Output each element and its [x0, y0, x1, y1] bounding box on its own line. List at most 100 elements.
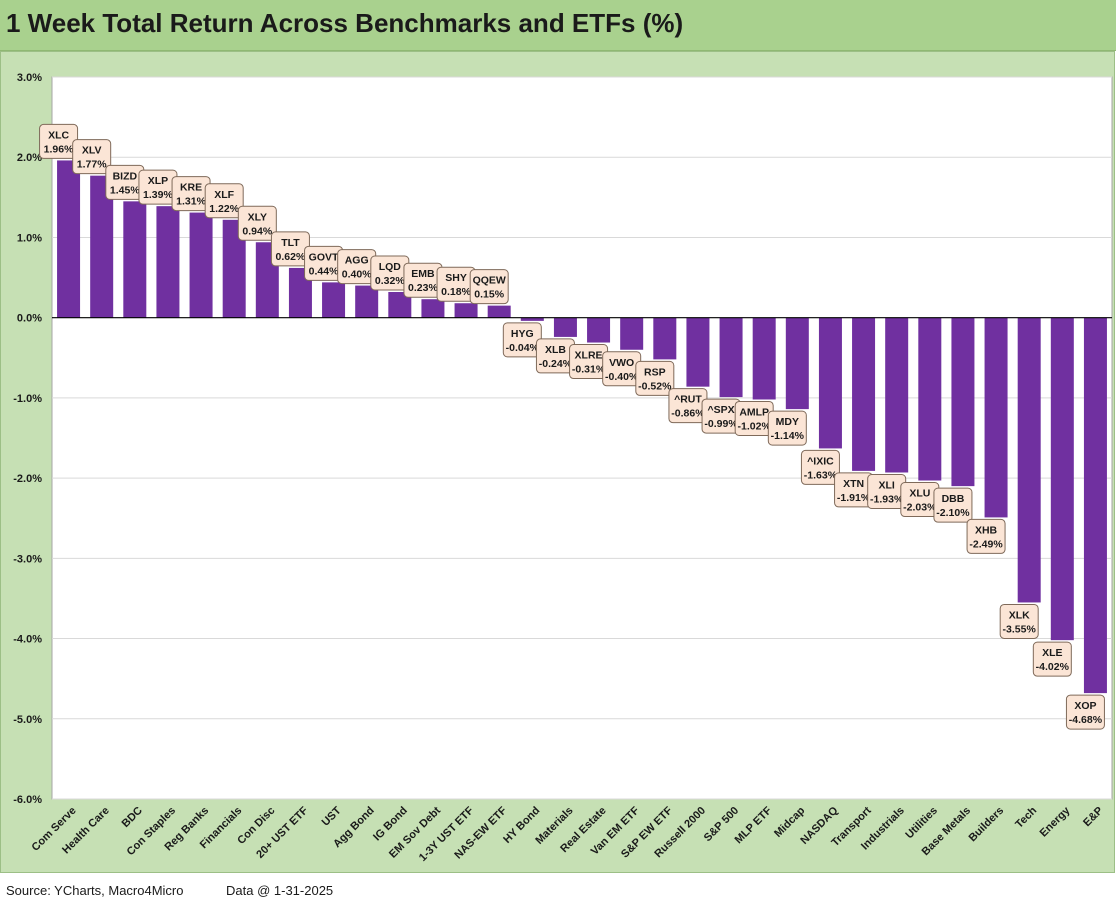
data-label: XTN -1.91% — [834, 472, 874, 508]
bar — [918, 317, 942, 481]
data-label: XLK -3.55% — [999, 603, 1039, 639]
data-label-value: -0.86% — [671, 408, 705, 420]
data-label-ticker: XLY — [248, 211, 267, 223]
data-label: XLE -4.02% — [1032, 641, 1072, 677]
data-label-ticker: ^SPX — [707, 404, 734, 416]
x-tick-label: Builders — [967, 805, 1007, 845]
data-label-ticker: XLB — [545, 344, 566, 356]
bars — [57, 160, 1107, 694]
data-label-value: -4.68% — [1069, 714, 1103, 726]
y-tick-label: 2.0% — [17, 152, 42, 164]
x-tick-label: Tech — [1013, 804, 1039, 830]
data-label-ticker: DBB — [942, 493, 965, 505]
data-label-ticker: EMB — [411, 268, 435, 280]
data-label-value: -1.14% — [771, 430, 805, 442]
bar — [818, 317, 842, 449]
data-label-ticker: ^IXIC — [807, 455, 834, 467]
bar — [587, 317, 611, 343]
data-label: XLP 1.39% — [138, 169, 178, 205]
data-label-ticker: XLU — [909, 488, 930, 500]
data-label: XLC 1.96% — [39, 123, 79, 159]
data-label-value: 0.32% — [375, 275, 405, 287]
data-label: RSP -0.52% — [635, 360, 675, 396]
data-label-ticker: XHB — [975, 524, 998, 536]
data-label: DBB -2.10% — [933, 487, 973, 523]
data-label-box — [469, 269, 509, 305]
data-label-value: -3.55% — [1003, 623, 1037, 635]
data-label-value: -2.03% — [903, 502, 937, 514]
data-label: XHB -2.49% — [966, 518, 1006, 554]
data-label-box — [635, 360, 675, 396]
data-date-note: Data @ 1-31-2025 — [226, 883, 334, 898]
data-label: GOVT 0.44% — [304, 245, 344, 281]
data-label: XOP -4.68% — [1065, 694, 1105, 730]
bar — [719, 317, 743, 398]
data-label-value: -0.99% — [704, 418, 738, 430]
bar — [620, 317, 644, 350]
grid-lines — [52, 76, 1112, 800]
data-label-ticker: XLC — [48, 129, 69, 141]
bar — [156, 206, 180, 318]
data-label-value: -0.04% — [506, 342, 540, 354]
data-label: XLB -0.24% — [535, 338, 575, 374]
bar — [1017, 317, 1041, 603]
bar — [189, 212, 213, 318]
data-label-value: -0.24% — [539, 358, 573, 370]
data-label-value: -1.93% — [870, 493, 904, 505]
data-label: SHY 0.18% — [436, 266, 476, 302]
data-label: HYG -0.04% — [502, 322, 542, 358]
bar — [1083, 317, 1107, 694]
data-label-value: -0.40% — [605, 371, 639, 383]
bar — [90, 175, 114, 318]
data-label-value: -1.91% — [837, 492, 871, 504]
data-label: MDY -1.14% — [767, 410, 807, 446]
data-label-box — [204, 183, 244, 219]
data-label-value: -4.02% — [1036, 661, 1070, 673]
bar — [752, 317, 776, 400]
bar — [288, 267, 312, 318]
data-label-ticker: AMLP — [739, 406, 769, 418]
bar — [123, 201, 147, 318]
data-label-value: -0.52% — [638, 380, 672, 392]
x-tick-label: MLP ETF — [733, 804, 775, 846]
bar — [520, 317, 544, 321]
data-label-ticker: XLE — [1042, 647, 1062, 659]
bar — [984, 317, 1008, 518]
data-label: VWO -0.40% — [602, 351, 642, 387]
data-label-box — [1032, 641, 1072, 677]
chart-area: 3.0% 2.0% 1.0% 0.0% -1.0% -2.0% -3.0% -4.0% -5.0… — [0, 51, 1115, 873]
x-tick-label: E&P — [1081, 805, 1105, 829]
data-label-box — [72, 139, 112, 175]
bar — [885, 317, 909, 473]
data-label-value: 1.39% — [143, 189, 173, 201]
data-label-ticker: XOP — [1074, 700, 1096, 712]
data-label-ticker: XLF — [214, 189, 234, 201]
bar — [322, 282, 346, 318]
x-tick-label: BDC — [120, 805, 145, 830]
data-label-value: 0.40% — [342, 269, 372, 281]
bar — [951, 317, 975, 487]
data-label-value: 1.22% — [209, 203, 239, 215]
data-label: XLI -1.93% — [867, 473, 907, 509]
y-axis-ticks: 3.0% 2.0% 1.0% 0.0% -1.0% -2.0% -3.0% -4.0% -5.0… — [13, 72, 42, 806]
y-tick-label: -4.0% — [13, 634, 42, 646]
bar — [852, 317, 876, 471]
source-note: Source: YCharts, Macro4Micro — [6, 883, 184, 898]
y-tick-label: 0.0% — [17, 313, 42, 325]
data-label-ticker: XLV — [82, 145, 102, 157]
data-label-value: -2.49% — [969, 538, 1003, 550]
data-label-ticker: SHY — [445, 272, 467, 284]
data-label-ticker: ^RUT — [674, 394, 702, 406]
data-label-ticker: QQEW — [473, 275, 506, 287]
data-label: TLT 0.62% — [270, 231, 310, 267]
data-label-box — [966, 518, 1006, 554]
data-label-value: 1.77% — [77, 159, 107, 171]
data-label-value: 0.15% — [474, 289, 504, 301]
data-label-ticker: RSP — [644, 366, 666, 378]
data-label-value: -1.63% — [804, 469, 838, 481]
x-tick-label: Energy — [1038, 804, 1073, 839]
data-label-value: -1.02% — [738, 420, 772, 432]
data-label-ticker: XLI — [879, 479, 895, 491]
y-tick-label: -6.0% — [13, 794, 42, 806]
